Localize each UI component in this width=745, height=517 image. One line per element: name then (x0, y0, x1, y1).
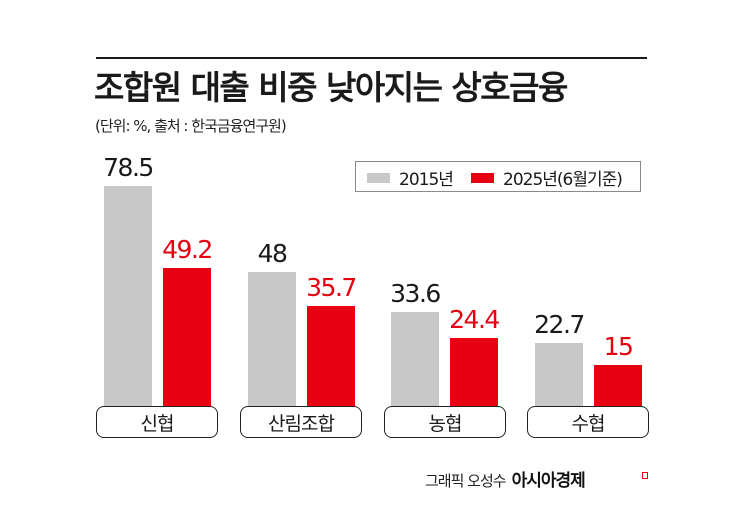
bar-2025 (163, 268, 211, 407)
graphic-credit: 그래픽 오성수 (425, 472, 507, 490)
legend-item-2015: 2015년 (367, 162, 454, 193)
top-rule (96, 57, 647, 59)
value-label: 33.6 (390, 279, 441, 308)
chart-title: 조합원 대출 비중 낮아지는 상호금융 (94, 68, 568, 107)
legend: 2015년 2025년(6월기준) (355, 161, 641, 192)
footer-credit: 그래픽 오성수 아시아경제 (425, 470, 586, 492)
category-label: 수협 (527, 406, 649, 438)
value-label: 22.7 (534, 310, 585, 339)
category-label: 신협 (96, 406, 218, 438)
chart-subtitle: (단위: %, 출처 : 한국금융연구원) (95, 117, 287, 135)
brand-logo-icon (642, 472, 648, 479)
bar-2015 (248, 272, 296, 407)
bar-2025 (307, 306, 355, 407)
brand-name: 아시아경제 (511, 471, 586, 491)
bar-2025 (450, 338, 498, 407)
value-label: 49.2 (162, 235, 213, 264)
category-label: 산림조합 (240, 406, 362, 438)
value-label: 48 (257, 239, 288, 268)
legend-swatch-2015 (367, 172, 390, 183)
legend-item-2025: 2025년(6월기준) (471, 162, 623, 193)
bar-2015 (535, 343, 583, 407)
bar-2015 (391, 312, 439, 407)
legend-swatch-2025 (471, 172, 494, 183)
category-label: 농협 (384, 406, 506, 438)
value-label: 15 (603, 332, 634, 361)
legend-label-2025: 2025년(6월기준) (503, 170, 623, 190)
bar-2025 (594, 365, 642, 407)
value-label: 35.7 (306, 273, 357, 302)
legend-label-2015: 2015년 (399, 170, 454, 190)
bar-2015 (104, 186, 152, 407)
value-label: 24.4 (449, 305, 500, 334)
value-label: 78.5 (103, 153, 154, 182)
